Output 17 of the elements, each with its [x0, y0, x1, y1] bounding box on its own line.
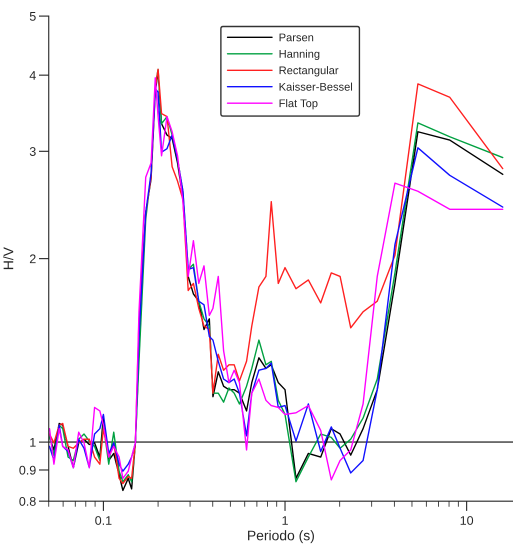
x-tick-label: 1: [282, 516, 288, 525]
legend-label: Hanning: [280, 50, 320, 60]
y-axis-title: H/V: [3, 247, 14, 270]
y-tick-label: 3: [30, 147, 36, 156]
x-axis-title: Periodo (s): [248, 530, 314, 544]
x-tick-label: 0.1: [95, 516, 112, 525]
y-tick-label: 2: [30, 254, 36, 264]
y-tick-label: 4: [30, 71, 36, 80]
y-tick-label: 0.9: [19, 466, 36, 475]
legend-label: Flat Top: [280, 99, 318, 110]
y-tick-label: 0.8: [19, 496, 36, 506]
y-tick-label: 1: [30, 438, 36, 447]
x-tick-label: 10: [460, 516, 474, 525]
legend-label: Parsen: [280, 34, 314, 42]
legend-label: Rectangular: [280, 66, 338, 76]
y-tick-label: 5: [30, 12, 36, 21]
legend-label: Kaisser-Bessel: [280, 82, 352, 91]
